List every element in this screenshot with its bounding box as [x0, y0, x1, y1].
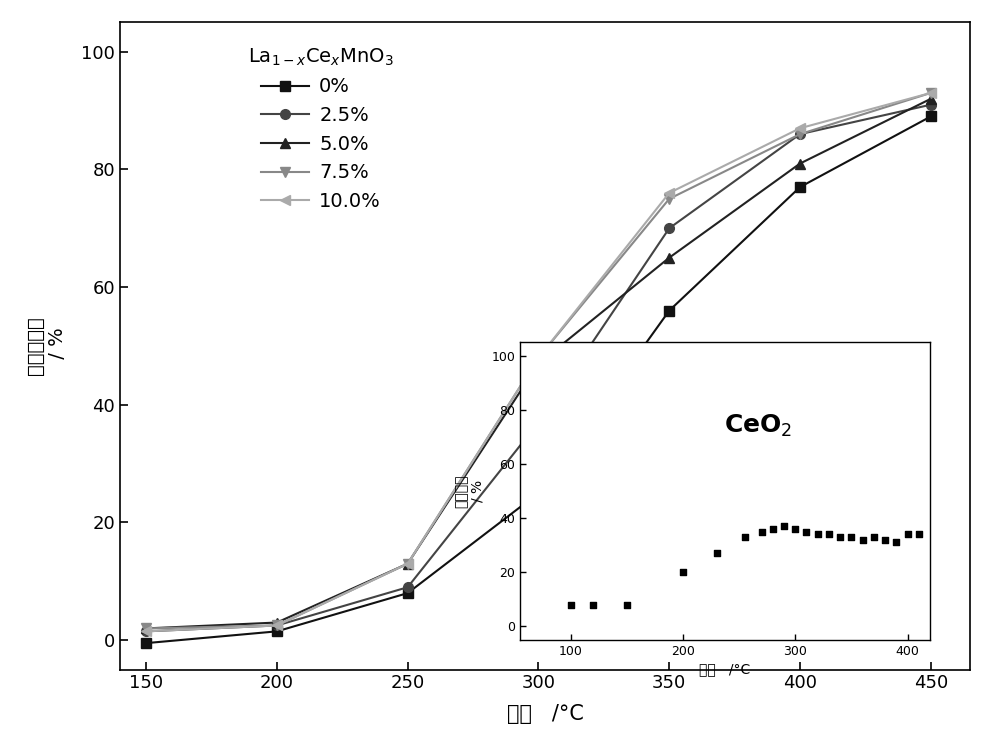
0% [402, 589, 414, 597]
7.5% [794, 129, 806, 138]
7.5% [402, 559, 414, 568]
5.0% [925, 94, 937, 103]
Line: 2.5%: 2.5% [141, 100, 936, 636]
7.5% [271, 621, 283, 630]
0% [140, 638, 152, 647]
Point [911, 528, 927, 540]
Point [709, 548, 725, 559]
2.5% [532, 418, 544, 427]
Point [585, 599, 601, 611]
Y-axis label: 苯的转化率
 / %: 苯的转化率 / % [26, 317, 67, 375]
Point [877, 533, 893, 545]
10.0% [794, 124, 806, 132]
10.0% [140, 627, 152, 636]
Point [810, 528, 826, 540]
Point [888, 536, 904, 548]
7.5% [925, 89, 937, 97]
2.5% [140, 627, 152, 636]
Text: CeO$_2$: CeO$_2$ [724, 412, 792, 439]
0% [663, 307, 675, 315]
5.0% [794, 159, 806, 168]
5.0% [402, 559, 414, 568]
Point [619, 599, 635, 611]
Point [675, 566, 691, 578]
2.5% [402, 583, 414, 591]
Point [855, 533, 871, 545]
Legend: 0%, 2.5%, 5.0%, 7.5%, 10.0%: 0%, 2.5%, 5.0%, 7.5%, 10.0% [240, 39, 402, 219]
0% [271, 627, 283, 636]
7.5% [140, 624, 152, 633]
Line: 10.0%: 10.0% [141, 88, 936, 636]
5.0% [271, 618, 283, 627]
Line: 7.5%: 7.5% [141, 88, 936, 633]
Point [798, 526, 814, 538]
X-axis label: 温度   /°C: 温度 /°C [699, 662, 751, 676]
7.5% [663, 194, 675, 203]
7.5% [532, 353, 544, 362]
10.0% [663, 188, 675, 197]
Point [843, 531, 859, 543]
2.5% [794, 129, 806, 138]
Point [737, 531, 753, 543]
Point [754, 526, 770, 538]
0% [925, 112, 937, 121]
5.0% [140, 624, 152, 633]
Point [821, 528, 837, 540]
Point [776, 520, 792, 532]
X-axis label: 温度   /°C: 温度 /°C [507, 704, 583, 724]
10.0% [402, 559, 414, 568]
0% [794, 182, 806, 191]
10.0% [271, 621, 283, 630]
Y-axis label: 苯的浓度
/ %: 苯的浓度 / % [454, 474, 484, 508]
Point [832, 531, 848, 543]
Line: 0%: 0% [141, 112, 936, 648]
Point [563, 599, 579, 611]
0% [532, 489, 544, 498]
2.5% [271, 621, 283, 630]
Line: 5.0%: 5.0% [141, 94, 936, 633]
Point [866, 531, 882, 543]
2.5% [925, 100, 937, 109]
10.0% [532, 353, 544, 362]
10.0% [925, 89, 937, 97]
Point [787, 523, 803, 535]
5.0% [663, 253, 675, 262]
Point [765, 523, 781, 535]
2.5% [663, 224, 675, 233]
Point [900, 528, 916, 540]
5.0% [532, 359, 544, 368]
